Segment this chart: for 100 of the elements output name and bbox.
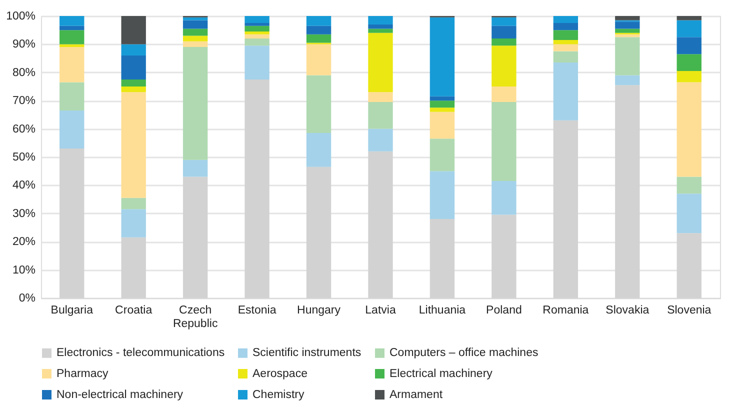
bar [121,209,146,238]
x-tick-label: Slovakia [606,304,650,316]
bar [492,86,516,102]
bar [492,46,516,86]
bar [306,16,332,26]
y-tick-label: 90% [12,38,36,51]
legend-label: Armament [390,388,444,401]
bar [121,44,146,56]
y-tick-label: 80% [12,66,36,79]
bar [244,46,270,80]
bar [121,55,146,80]
bar [553,16,578,24]
legend-label: Electrical machinery [390,368,493,380]
bar [244,32,270,34]
bar [553,62,578,120]
bar [430,171,455,220]
bar [615,37,640,76]
bar [430,96,455,101]
bar [492,38,516,46]
x-tick-label: Estonia [238,304,277,316]
x-tick-label: Czech Republic [172,304,218,330]
bar [121,16,146,44]
bar [676,82,702,177]
y-tick-label: 20% [12,236,36,248]
y-tick-label: 30% [12,208,36,220]
bar [676,54,702,71]
bar [182,28,208,36]
legend-label: Pharmacy [56,368,109,380]
bar [368,128,393,152]
bar [430,100,455,108]
bar [368,16,393,24]
legend-label: Chemistry [252,388,305,401]
bar [430,17,455,96]
bar [244,34,270,39]
bar [492,102,516,181]
bar [615,22,640,29]
legend-label: Non-electrical machinery [56,388,184,401]
bar [430,112,455,139]
bar [244,16,270,24]
bar [368,28,393,33]
bar [553,51,578,63]
bar [182,47,208,160]
bar [676,37,702,54]
y-tick-label: 70% [12,95,36,108]
bar [60,44,84,48]
bar [430,138,455,172]
bar [553,44,578,52]
y-tick-label: 0% [18,292,36,304]
legend-label: Aerospace [252,368,308,380]
bar [615,34,640,38]
bar [615,28,640,33]
bar [60,30,84,44]
bar [368,102,393,129]
bar [60,110,84,149]
bar [615,16,640,20]
bar [553,40,578,44]
x-tick-label: Romania [542,304,590,316]
bar [306,133,332,167]
bar [121,86,146,92]
x-tick-label: Bulgaria [50,304,94,316]
x-tick-label: Slovenia [667,304,712,316]
bar [121,92,146,198]
bar [182,36,208,42]
x-tick-label: Poland [486,304,522,316]
bar [182,160,208,177]
bar [306,44,332,76]
bar [60,82,84,110]
bar [368,24,393,29]
bar [121,198,146,210]
bar [306,26,332,34]
y-tick-label: 10% [12,264,36,276]
bar [244,23,270,26]
legend-label: Computers – office machines [390,347,538,360]
bar [244,26,270,32]
bar [121,79,146,86]
bar [492,17,516,26]
bar [430,108,455,112]
y-tick-label: 50% [12,152,36,164]
bar [306,34,332,43]
bar [368,92,393,102]
x-tick-label: Croatia [115,304,153,316]
legend-label: Scientific instruments [252,347,362,360]
bar [676,20,702,38]
legend-label: Electronics - telecommunications [56,347,225,360]
bar [244,38,270,46]
bar [368,32,393,92]
bar [676,194,702,234]
bar [615,75,640,86]
y-tick-label: 100% [6,10,36,22]
bar [492,26,516,39]
bar [60,26,84,30]
bar [306,75,332,134]
bar [182,41,208,48]
y-tick-label: 60% [12,123,36,136]
x-tick-label: Lithuania [418,304,466,316]
y-tick-label: 40% [12,180,36,192]
bar [60,47,84,82]
bar [553,23,578,30]
bar [676,176,702,194]
bar [676,70,702,82]
